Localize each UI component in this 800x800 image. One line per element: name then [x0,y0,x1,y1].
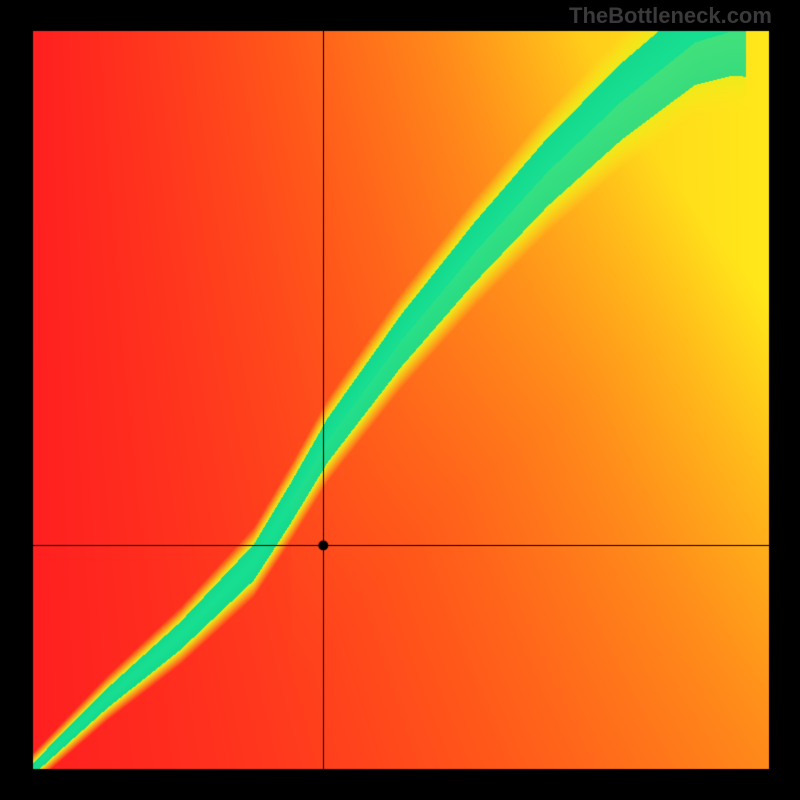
chart-container: TheBottleneck.com [0,0,800,800]
watermark-text: TheBottleneck.com [569,3,772,29]
bottleneck-heatmap [0,0,800,800]
